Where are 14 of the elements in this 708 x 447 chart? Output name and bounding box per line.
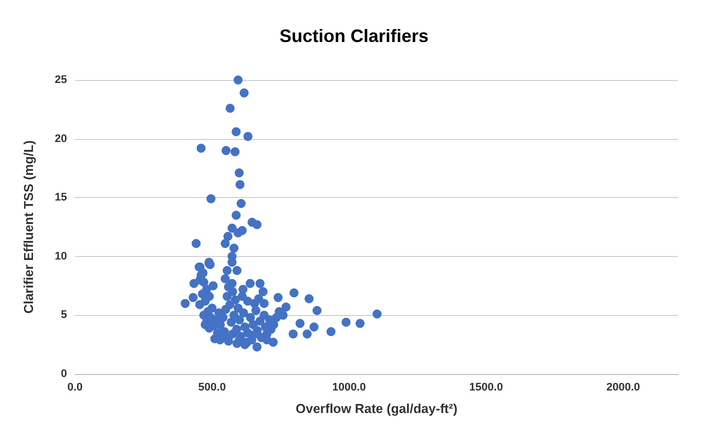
- y-tick-label: 20: [54, 132, 67, 145]
- x-tick-label: 1500.0: [469, 382, 503, 394]
- x-axis-title: Overflow Rate (gal/day-ft²): [296, 401, 458, 416]
- y-tick-label: 15: [54, 192, 67, 204]
- y-tick-label: 25: [54, 74, 67, 86]
- y-axis-title: Clarifier Effluent TSS (mg/L): [21, 140, 36, 314]
- x-tick-label: 2000.0: [606, 382, 640, 394]
- x-tick-label: 0.0: [67, 382, 83, 394]
- chart-title: Suction Clarifiers: [279, 26, 429, 46]
- x-tick-label: 1000.0: [332, 382, 366, 394]
- x-tick-label: 500.0: [198, 382, 226, 394]
- y-tick-label: 10: [54, 250, 67, 262]
- y-tick-label: 5: [60, 309, 67, 322]
- y-tick-label: 0: [60, 368, 67, 380]
